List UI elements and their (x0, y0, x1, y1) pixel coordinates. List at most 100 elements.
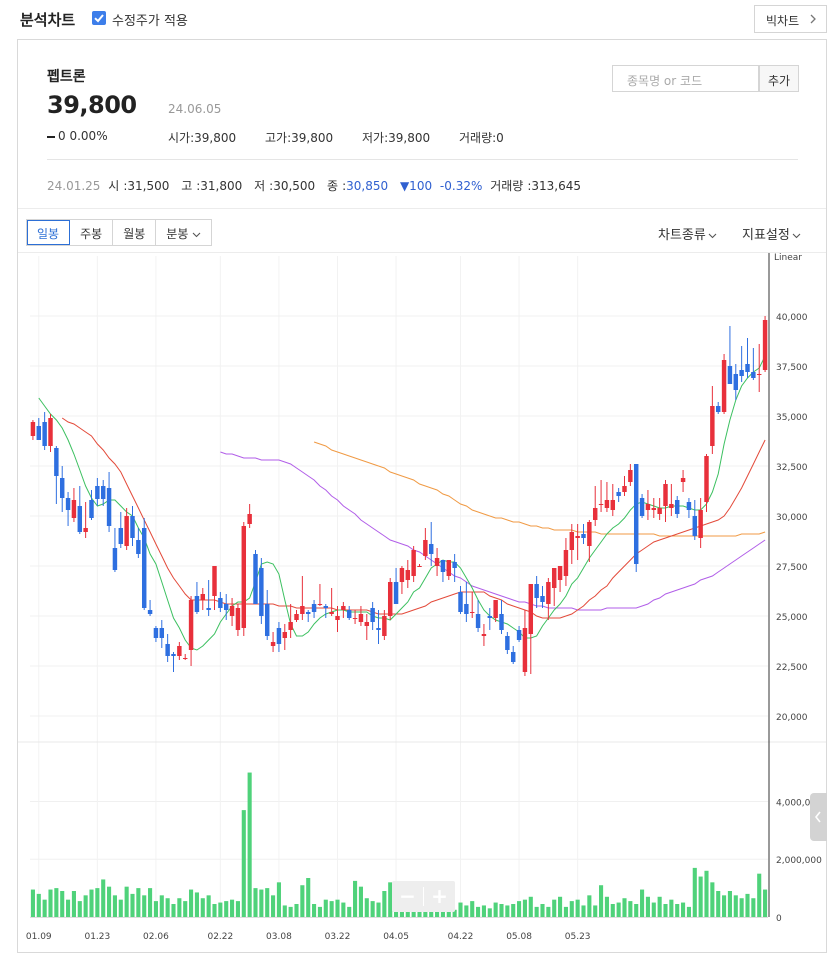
candle-up (551, 568, 557, 588)
chevron-down-icon (192, 232, 201, 238)
volume-bar (200, 898, 205, 917)
indicator-settings-dropdown[interactable]: 지표설정 (742, 224, 801, 243)
volume-bar (36, 893, 41, 917)
volume-bar (587, 895, 592, 917)
price-tick-label: 37,500 (776, 363, 808, 373)
volume-bar (300, 885, 305, 917)
side-panel-toggle[interactable] (810, 793, 827, 841)
volume-bar (294, 904, 299, 917)
candle-up (177, 646, 182, 656)
candle-up (235, 608, 241, 630)
ma120-line (313, 441, 766, 537)
ma5-line (38, 355, 766, 651)
tab-weekly[interactable]: 주봉 (70, 220, 114, 245)
tab-daily[interactable]: 일봉 (27, 220, 71, 245)
volume-bar (593, 905, 598, 917)
candle-up (481, 634, 487, 636)
volume-bar (739, 898, 744, 917)
volume-bar (212, 904, 217, 917)
hover-open-label: 시 (108, 179, 120, 193)
divider (47, 159, 798, 160)
candle-down (510, 652, 516, 662)
quote-date: 24.06.05 (168, 102, 222, 116)
candle-up (680, 478, 686, 482)
volume-label: 거래량 (459, 131, 493, 145)
volume-bar (458, 902, 463, 917)
price-tick-label: 32,500 (776, 463, 808, 473)
tab-minute[interactable]: 분봉 (156, 220, 212, 245)
candle-up (598, 504, 604, 505)
ma60-line (220, 451, 766, 611)
hover-date: 24.01.25 (47, 179, 101, 193)
low-value: 39,800 (388, 131, 431, 145)
candle-up (364, 622, 370, 626)
zoom-out-button[interactable]: − (399, 884, 416, 908)
hover-open: 시:31,500 (108, 179, 170, 193)
candle-up (387, 582, 393, 616)
volume-bar (651, 902, 656, 917)
price-tick-label: 22,500 (776, 663, 808, 673)
zoom-in-button[interactable]: + (431, 884, 448, 908)
volume-bar (692, 867, 697, 917)
volume-tick-label: 2,000,000 (776, 856, 822, 866)
candle-up (587, 522, 592, 546)
candle-down (452, 562, 457, 568)
stock-search-input[interactable]: 종목명 or 코드 (612, 65, 759, 92)
candle-up (188, 600, 194, 650)
hover-change-pct: -0.32% (439, 179, 483, 193)
volume-bar (581, 905, 586, 917)
big-chart-button[interactable]: 빅차트 (754, 5, 827, 33)
volume-bar (353, 880, 358, 917)
candle-up (405, 570, 411, 580)
candle-down (475, 614, 481, 628)
volume-bar (48, 889, 53, 917)
volume-bar (604, 896, 609, 917)
volume-bar (522, 899, 527, 917)
hover-close-label: 종 (327, 179, 339, 193)
stock-name: 펩트론 (47, 69, 86, 85)
tab-monthly[interactable]: 월봉 (113, 220, 157, 245)
x-tick-label: 04.05 (383, 932, 409, 942)
top-bar: 분석차트 수정주가 적용 빅차트 (0, 0, 829, 38)
price-change: 0 0.00% (47, 129, 108, 143)
candle-down (534, 584, 539, 598)
candle-up (229, 606, 235, 616)
candle-down (95, 486, 100, 499)
candle-up (762, 320, 768, 370)
hover-open-value: 31,500 (127, 179, 170, 193)
stock-chart[interactable]: 40,000 37,500 35,000 32,500 30,000 27,500 25,0… (18, 253, 826, 953)
volume-bar (247, 772, 252, 917)
candle-up (329, 612, 334, 614)
volume-bar (124, 886, 129, 917)
candle-down (259, 568, 264, 616)
volume-tick-label: 4,000,000 (776, 798, 822, 808)
candle-down (428, 544, 434, 554)
candle-down (165, 644, 170, 656)
candle-down (112, 548, 118, 570)
adjusted-price-checkbox[interactable] (92, 11, 106, 25)
volume-bar (95, 888, 100, 917)
chart-panel: 펩트론 39,800 24.06.05 0 0.00% 시가:39,800 고가… (17, 39, 827, 953)
chart-type-dropdown[interactable]: 차트종류 (658, 224, 717, 243)
candle-up (434, 558, 440, 566)
volume-bar (645, 896, 650, 917)
candle-down (311, 604, 317, 612)
volume-bar (505, 905, 510, 917)
add-stock-button[interactable]: 추가 (759, 65, 799, 92)
volume-bar (563, 906, 568, 917)
check-icon (94, 14, 104, 23)
candle-up (446, 560, 452, 576)
price-tick-label: 30,000 (776, 513, 808, 523)
candle-down (616, 492, 621, 496)
candle-down (223, 604, 229, 610)
adjusted-price-label[interactable]: 수정주가 적용 (112, 14, 188, 29)
volume-bar (517, 901, 522, 917)
chart-area[interactable]: 40,000 37,500 35,000 32,500 30,000 27,500 25,0… (18, 252, 827, 953)
candle-up (282, 632, 288, 638)
candle-down (674, 500, 680, 514)
candle-down (715, 406, 721, 412)
chart-type-label: 차트종류 (658, 228, 706, 243)
chevron-right-icon (810, 14, 816, 24)
volume-bar (153, 901, 158, 917)
volume-bar (493, 902, 498, 917)
